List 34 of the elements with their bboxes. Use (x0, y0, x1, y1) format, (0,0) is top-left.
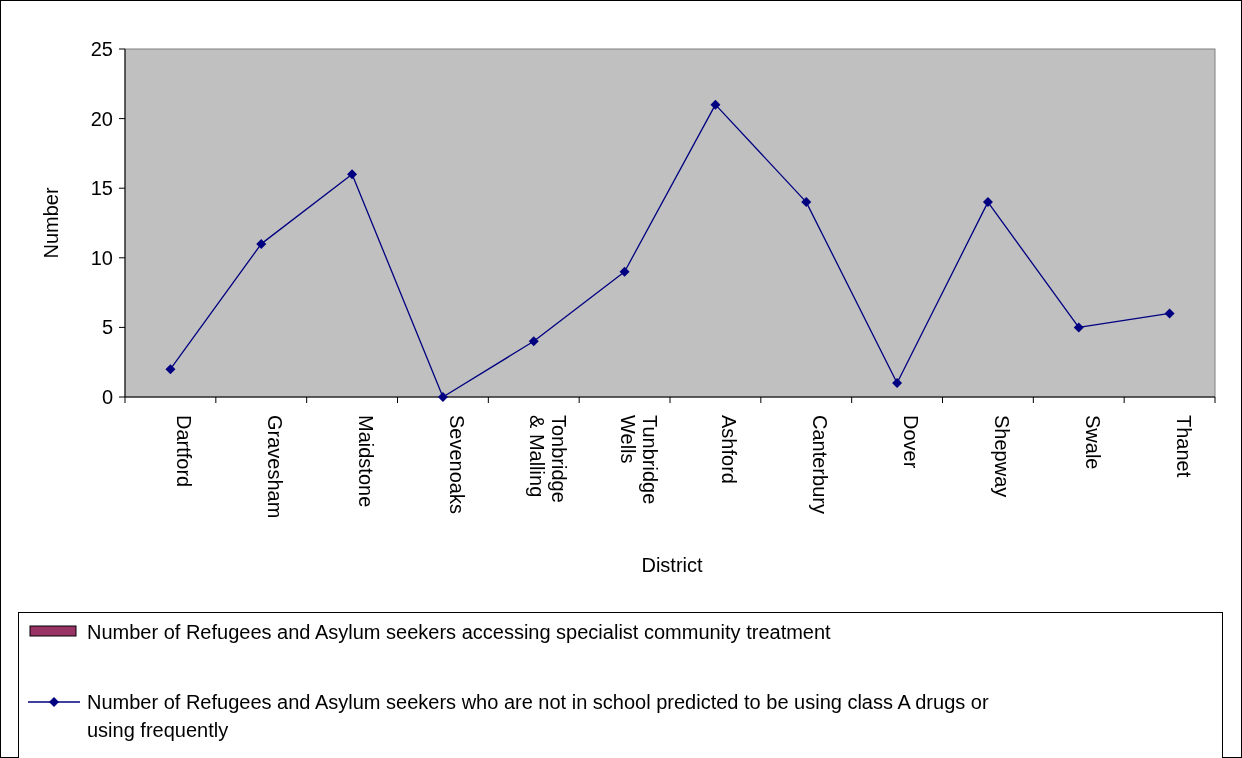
x-tick-label: Ashford (718, 415, 741, 484)
legend-label: Number of Refugees and Asylum seekers accessing specialist community treatment (87, 621, 832, 643)
point (528, 336, 539, 347)
x-axis-title: District (641, 554, 703, 576)
x-tick-label: Shepway (990, 415, 1013, 498)
point (710, 99, 721, 110)
point (892, 378, 903, 389)
x-tick-label: Gravesham (264, 415, 287, 519)
y-tick-label: 15 (90, 177, 113, 200)
point (801, 197, 812, 208)
y-tick-label: 25 (90, 38, 113, 60)
x-tick-label: Sevenoaks (445, 415, 468, 514)
x-tick-label: Dartford (173, 415, 196, 488)
x-tick-label: Tonbridge & Malling (525, 415, 570, 503)
x-tick-label: Maidstone (355, 415, 378, 508)
y-tick-label: 5 (101, 316, 113, 339)
legend-label: Number of Refugees and Asylum seekers who are not in school predicted to be using class A drugs or using frequently (87, 691, 989, 741)
point (256, 238, 267, 249)
point (1073, 322, 1084, 333)
y-tick-label: 0 (101, 386, 113, 408)
point (619, 266, 630, 277)
point (165, 364, 176, 375)
y-tick-label: 20 (90, 107, 113, 130)
point (982, 197, 993, 208)
point (1164, 308, 1175, 319)
x-tick-label: Dover (900, 415, 923, 469)
x-tick-label: Tunbridge Wells (616, 415, 661, 505)
point (437, 392, 448, 402)
x-tick-label: Thanet (1172, 415, 1195, 478)
y-tick-label: 10 (90, 246, 113, 269)
point (347, 169, 358, 180)
y-axis-title: Number (40, 187, 62, 259)
x-tick-label: Swale (1081, 415, 1104, 470)
x-tick-label: Canterbury (809, 415, 832, 514)
